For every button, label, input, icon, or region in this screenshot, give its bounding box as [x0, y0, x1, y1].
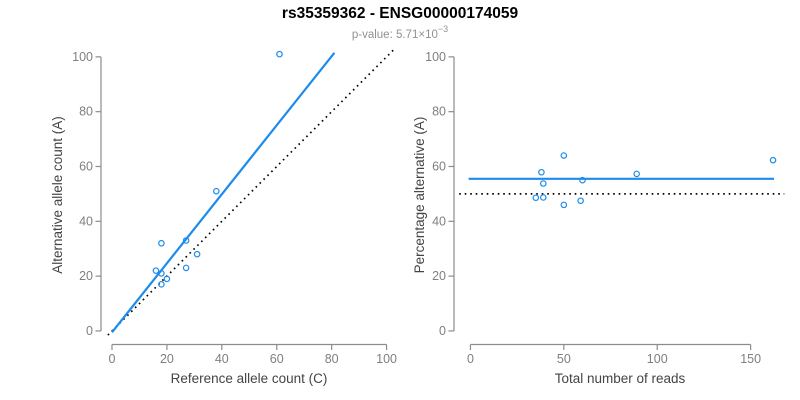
y-tick-label: 80 [432, 105, 446, 119]
plot-percentage-vs-reads: 0 50 100 150 0 20 40 60 80 100 [425, 50, 785, 366]
data-point [158, 239, 165, 247]
data-point [276, 50, 283, 58]
x-tick-label: 80 [325, 352, 339, 366]
x-tick-label: 100 [647, 352, 668, 366]
data-point [538, 168, 545, 176]
data-point [152, 267, 160, 274]
y-tick-label: 60 [432, 159, 446, 173]
fit-line [111, 52, 336, 333]
data-point [579, 176, 586, 184]
data-point [560, 201, 568, 209]
x-tick-label: 60 [270, 352, 284, 366]
y-tick-label: 100 [72, 50, 93, 64]
data-point [163, 275, 171, 283]
x-axis-title-left: Reference allele count (C) [170, 371, 328, 386]
y-tick-label: 0 [86, 324, 93, 338]
chart-subtitle: p-value: 5.71×10−3 [0, 24, 800, 41]
data-point [633, 170, 640, 178]
data-point [182, 264, 190, 272]
data-point [532, 194, 540, 202]
x-tick-label: 0 [467, 352, 474, 366]
data-point [182, 237, 190, 244]
y-axis-title-right: Percentage alternative (A) [412, 116, 427, 274]
y-tick-label: 20 [79, 269, 93, 283]
data-point [539, 180, 547, 187]
data-point [158, 281, 165, 288]
y-tick-label: 40 [79, 214, 93, 228]
y-tick-label: 20 [432, 269, 446, 283]
reference-line [107, 48, 396, 336]
x-tick-label: 150 [740, 352, 761, 366]
data-point [213, 187, 220, 195]
data-point [769, 156, 777, 164]
y-tick-label: 40 [432, 214, 446, 228]
x-axis-title-right: Total number of reads [554, 371, 686, 386]
pvalue-exponent: −3 [437, 24, 449, 34]
y-tick-label: 100 [425, 50, 446, 64]
data-point [158, 270, 165, 277]
data-point [560, 152, 568, 159]
y-tick-label: 80 [79, 105, 93, 119]
data-point [577, 197, 584, 205]
data-point [539, 194, 547, 201]
pvalue-text: p-value: 5.71×10 [351, 28, 438, 41]
chart-title: rs35359362 - ENSG00000174059 [281, 5, 519, 22]
data-point [193, 250, 201, 258]
y-tick-label: 60 [79, 159, 93, 173]
x-tick-label: 50 [557, 352, 571, 366]
x-tick-label: 20 [160, 352, 174, 366]
x-tick-label: 100 [376, 352, 397, 366]
x-tick-label: 40 [215, 352, 229, 366]
y-tick-label: 0 [439, 324, 446, 338]
plot-allele-counts: 0 20 40 60 80 100 0 20 40 60 80 100 [72, 48, 397, 366]
y-axis-title-left: Alternative allele count (A) [50, 116, 65, 274]
x-tick-label: 0 [109, 352, 116, 366]
